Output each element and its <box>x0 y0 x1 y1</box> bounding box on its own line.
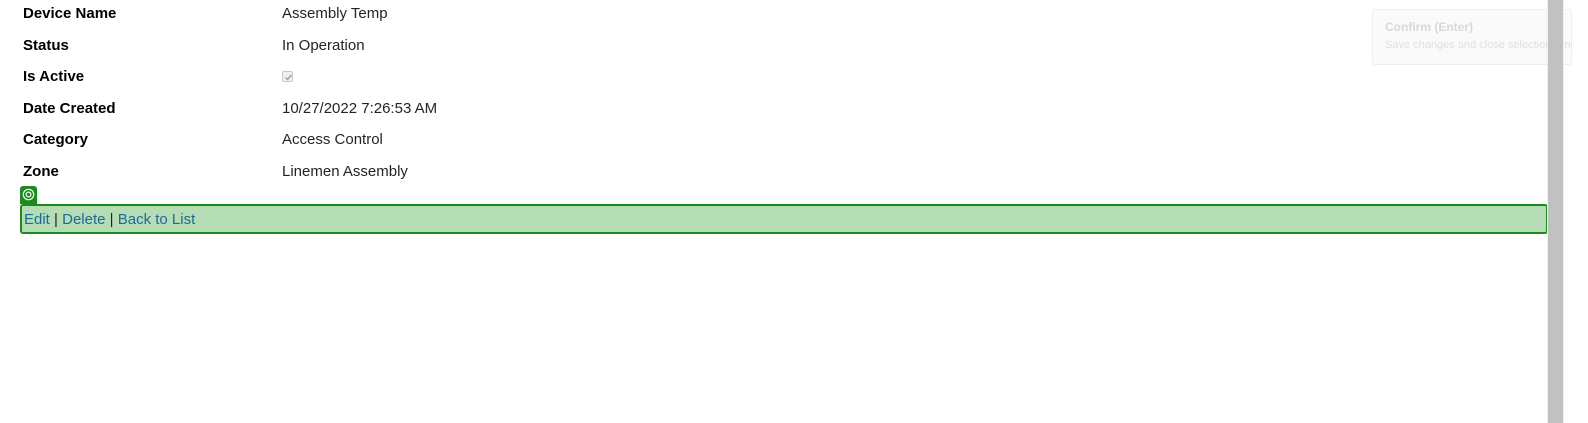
tooltip-title: Confirm (Enter) <box>1385 20 1473 34</box>
separator: | <box>109 211 114 228</box>
target-icon <box>22 188 35 201</box>
selection-marker[interactable] <box>20 186 37 204</box>
back-to-list-link[interactable]: Back to List <box>117 211 196 228</box>
tooltip-description: Save changes and close selection window <box>1385 39 1572 51</box>
details-list: Device Name Assembly Temp Status In Oper… <box>23 0 723 189</box>
category-label: Category <box>23 131 89 148</box>
status-value: In Operation <box>282 36 365 54</box>
status-label: Status <box>23 36 69 54</box>
separator: | <box>54 211 58 228</box>
detail-row-is-active: Is Active <box>23 63 723 95</box>
detail-row-date-created: Date Created 10/27/2022 7:26:53 AM <box>23 95 723 127</box>
detail-row-device-name: Device Name Assembly Temp <box>23 0 723 32</box>
date-created-value: 10/27/2022 7:26:53 AM <box>282 99 438 117</box>
detail-row-status: Status In Operation <box>23 32 723 64</box>
is-active-checkbox <box>282 71 293 82</box>
confirm-tooltip: Confirm (Enter) Save changes and close s… <box>1372 9 1572 65</box>
date-created-label: Date Created <box>23 99 116 117</box>
delete-link[interactable]: Delete <box>62 211 106 228</box>
is-active-label: Is Active <box>23 68 85 85</box>
checkmark-icon <box>285 74 293 81</box>
action-links-bar: Edit | Delete | Back to List <box>20 204 1548 234</box>
category-value: Access Control <box>282 131 383 148</box>
vertical-scrollbar-thumb[interactable] <box>1548 0 1563 423</box>
detail-row-category: Category Access Control <box>23 126 723 158</box>
zone-value: Linemen Assembly <box>282 162 408 180</box>
detail-row-zone: Zone Linemen Assembly <box>23 158 723 190</box>
zone-label: Zone <box>23 162 59 180</box>
device-name-value: Assembly Temp <box>282 5 388 22</box>
device-name-label: Device Name <box>23 5 117 22</box>
edit-link[interactable]: Edit <box>24 211 50 228</box>
